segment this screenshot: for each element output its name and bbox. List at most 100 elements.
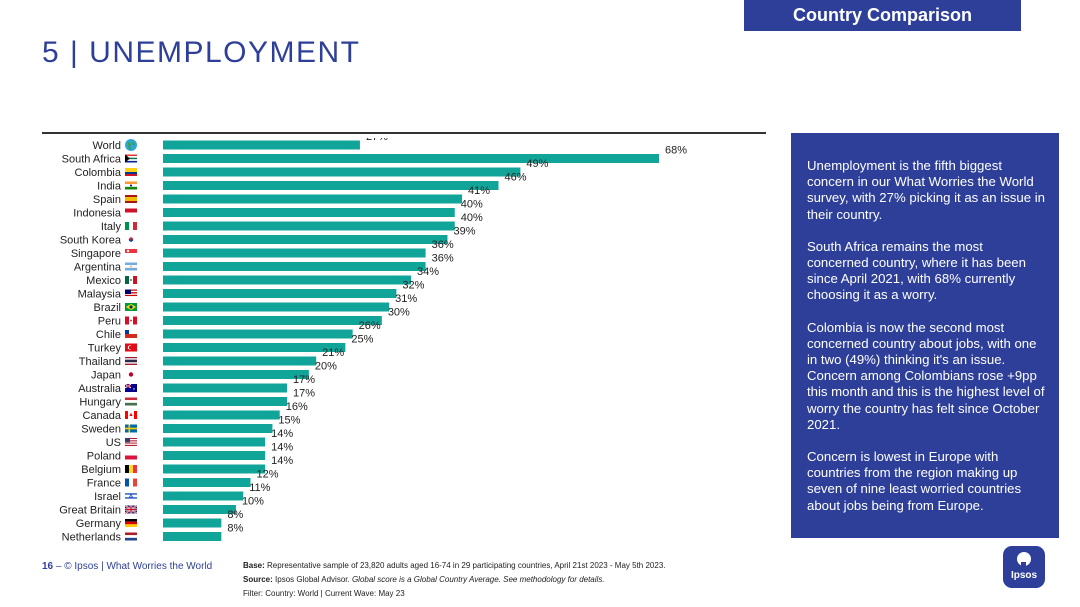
flag-icon bbox=[125, 492, 137, 500]
flag-icon bbox=[124, 504, 138, 515]
category-label: Japan bbox=[91, 370, 121, 382]
bar bbox=[163, 518, 222, 528]
value-label: 10% bbox=[242, 496, 264, 508]
value-label: 14% bbox=[271, 442, 293, 454]
value-label: 8% bbox=[227, 509, 243, 521]
chart-row: Canada 16% bbox=[82, 401, 307, 422]
category-label: Poland bbox=[87, 451, 121, 463]
base-label: Base: bbox=[243, 561, 265, 570]
chart-row: Indonesia 40% bbox=[73, 199, 483, 220]
base-note: Base: Representative sample of 23,820 ad… bbox=[243, 559, 666, 573]
flag-icon bbox=[125, 438, 137, 446]
chart-row: US 14% bbox=[106, 428, 294, 449]
flag-icon bbox=[125, 357, 137, 365]
chart-row: South Korea 39% bbox=[60, 226, 476, 247]
category-label: Canada bbox=[82, 410, 121, 422]
value-label: 46% bbox=[505, 172, 527, 184]
value-label: 36% bbox=[432, 253, 454, 265]
value-label: 27% bbox=[366, 138, 388, 143]
bar bbox=[163, 424, 273, 433]
value-label: 11% bbox=[249, 482, 270, 494]
commentary-panel: Unemployment is the fifth biggest concer… bbox=[791, 133, 1059, 538]
category-label: Malaysia bbox=[78, 289, 122, 301]
ipsos-logo-text: Ipsos bbox=[1010, 570, 1038, 581]
value-label: 36% bbox=[432, 239, 454, 251]
value-label: 49% bbox=[526, 158, 548, 170]
bar bbox=[163, 356, 317, 366]
category-label: France bbox=[87, 478, 121, 490]
chart-row: Argentina 36% bbox=[74, 253, 454, 274]
footer-brand: © Ipsos | What Worries the World bbox=[64, 561, 213, 572]
bar bbox=[163, 478, 251, 487]
category-label: Singapore bbox=[71, 248, 121, 260]
category-label: World bbox=[92, 140, 121, 152]
bar bbox=[163, 221, 455, 231]
chart-row: Japan 20% bbox=[91, 361, 337, 382]
bar bbox=[163, 262, 426, 271]
category-label: US bbox=[106, 437, 121, 449]
source-methodology: Global score is a Global Country Average… bbox=[351, 575, 605, 584]
bar bbox=[163, 491, 244, 501]
chart-row: Israel 11% bbox=[94, 482, 271, 503]
source-text: Ipsos Global Advisor. bbox=[272, 575, 352, 584]
chart-row: Belgium 14% bbox=[81, 455, 293, 476]
flag-icon bbox=[125, 343, 137, 352]
source-label: Source: bbox=[243, 575, 273, 584]
chart-row: Netherlands 8% bbox=[62, 523, 244, 544]
flag-icon bbox=[125, 208, 137, 217]
value-label: 40% bbox=[461, 212, 483, 224]
flag-icon bbox=[125, 168, 137, 176]
category-label: Brazil bbox=[93, 302, 121, 314]
chart-row: Mexico 34% bbox=[86, 266, 439, 287]
source-note: Source: Ipsos Global Advisor. Global sco… bbox=[243, 573, 666, 587]
value-label: 40% bbox=[461, 199, 483, 211]
flag-icon bbox=[125, 262, 137, 271]
chart-row: Germany 8% bbox=[76, 509, 244, 530]
bar bbox=[163, 464, 266, 474]
bar bbox=[163, 397, 287, 406]
value-label: 14% bbox=[271, 455, 293, 467]
category-label: Chile bbox=[96, 329, 121, 341]
ipsos-logo-mark bbox=[1017, 552, 1031, 571]
section-tag: Country Comparison bbox=[744, 0, 1021, 31]
value-label: 16% bbox=[286, 401, 308, 413]
flag-icon bbox=[125, 478, 137, 487]
flag-icon bbox=[125, 154, 137, 163]
chart-row: Spain 41% bbox=[93, 185, 490, 206]
category-label: Thailand bbox=[79, 356, 121, 368]
chart-row: Thailand 21% bbox=[79, 347, 345, 368]
flag-icon bbox=[125, 235, 137, 244]
bar bbox=[163, 154, 659, 163]
chart-row: Brazil 31% bbox=[93, 293, 417, 314]
value-label: 30% bbox=[388, 307, 410, 319]
bar bbox=[163, 289, 397, 298]
commentary-paragraph: Unemployment is the fifth biggest concer… bbox=[807, 158, 1045, 222]
category-label: Spain bbox=[93, 194, 121, 206]
category-label: Hungary bbox=[79, 397, 121, 409]
category-label: Sweden bbox=[81, 424, 121, 436]
flag-icon bbox=[125, 519, 137, 527]
value-label: 25% bbox=[351, 334, 373, 346]
flag-icon bbox=[125, 181, 137, 190]
value-label: 17% bbox=[293, 388, 315, 400]
footer-page-info: 16 – © Ipsos | What Worries the World bbox=[42, 561, 212, 572]
chart-row: Chile 26% bbox=[96, 320, 381, 341]
chart-row: Peru 30% bbox=[98, 307, 410, 328]
value-label: 34% bbox=[417, 266, 439, 278]
category-label: South Africa bbox=[62, 154, 122, 166]
value-label: 17% bbox=[293, 374, 315, 386]
bar bbox=[163, 370, 309, 379]
value-label: 8% bbox=[227, 523, 243, 535]
category-label: Australia bbox=[78, 383, 122, 395]
bar bbox=[163, 329, 353, 339]
category-label: Belgium bbox=[81, 464, 121, 476]
bar bbox=[163, 316, 382, 325]
flag-icon bbox=[125, 249, 137, 257]
bar bbox=[163, 181, 499, 190]
bar bbox=[163, 410, 280, 420]
chart-row: Great Britain 10% bbox=[59, 496, 264, 517]
category-label: Argentina bbox=[74, 262, 122, 274]
bar bbox=[163, 140, 360, 150]
value-label: 21% bbox=[322, 347, 344, 359]
bar bbox=[163, 275, 411, 285]
